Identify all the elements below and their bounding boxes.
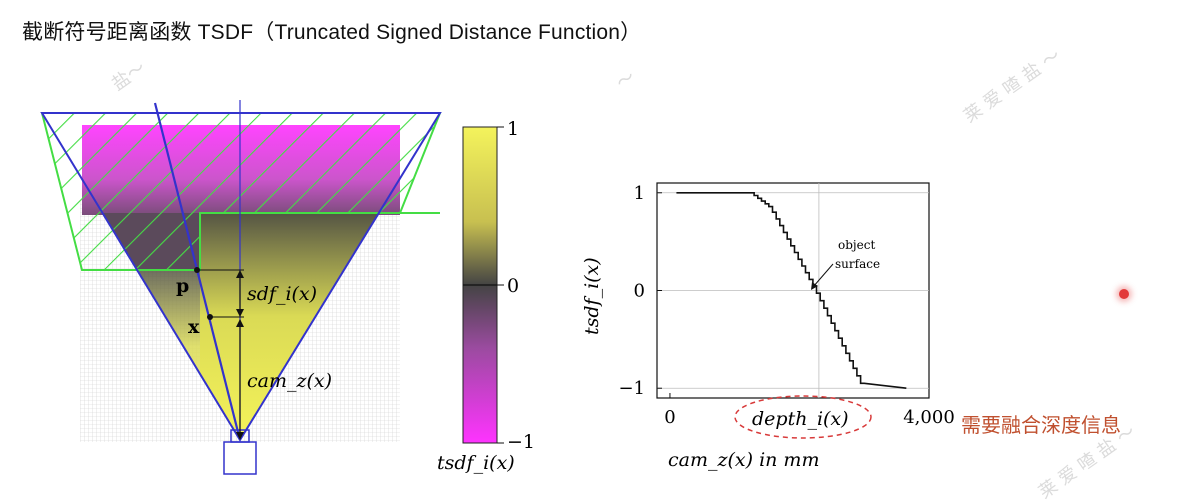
colorbar-mid-label: 0: [507, 275, 519, 297]
cursor-indicator: [1119, 289, 1129, 299]
y-tick-label: 1: [634, 183, 645, 204]
y-tick-label: 0: [634, 281, 645, 302]
tsdf-curve: [676, 191, 907, 390]
annotation-arrow: [812, 263, 834, 288]
arrow-head-icon: [236, 309, 244, 317]
tsdf-colorbar: 1 0 −1 tsdf_i(x): [437, 118, 535, 474]
colorbar-xlabel: tsdf_i(x): [437, 452, 515, 474]
depth-label: depth_i(x): [752, 408, 849, 430]
annotation-line-2: surface: [835, 257, 880, 271]
label-p: p: [176, 275, 189, 297]
x-tick-label: 0: [664, 407, 675, 428]
camera-body-icon: [223, 441, 257, 475]
arrow-head-icon: [236, 319, 244, 327]
plot-ticks: −1 0 1 0 4,000: [618, 183, 954, 428]
arrow-head-icon: [236, 432, 244, 440]
annotation-line-1: object: [838, 238, 875, 252]
x-axis-label: cam_z(x) in mm: [668, 449, 819, 471]
x-tick-label: 4,000: [903, 407, 955, 428]
label-cam: cam_z(x): [247, 370, 332, 392]
arrow-head-icon: [236, 270, 244, 278]
arrow-head-icon: [811, 282, 818, 290]
label-x: x: [188, 316, 200, 338]
frustum-diagram: p x sdf_i(x) cam_z(x): [40, 100, 442, 475]
label-sdf: sdf_i(x): [247, 283, 317, 305]
point-x: [207, 314, 213, 320]
camera-frustum: [40, 112, 442, 442]
plot-grid: [657, 183, 929, 398]
tsdf-plot: −1 0 1 0 4,000 object surface depth_i(x) cam…: [581, 182, 955, 471]
y-tick-label: −1: [618, 378, 645, 399]
y-axis-label: tsdf_i(x): [581, 257, 603, 335]
colorbar-bottom-label: −1: [507, 431, 535, 453]
point-p: [194, 267, 200, 273]
colorbar-top-label: 1: [507, 118, 519, 140]
note-text: 需要融合深度信息: [961, 413, 1121, 437]
depth-highlight-ellipse: [734, 395, 872, 439]
page-title: 截断符号距离函数 TSDF（Truncated Signed Distance …: [22, 21, 642, 44]
truncation-hatch: [42, 113, 440, 270]
